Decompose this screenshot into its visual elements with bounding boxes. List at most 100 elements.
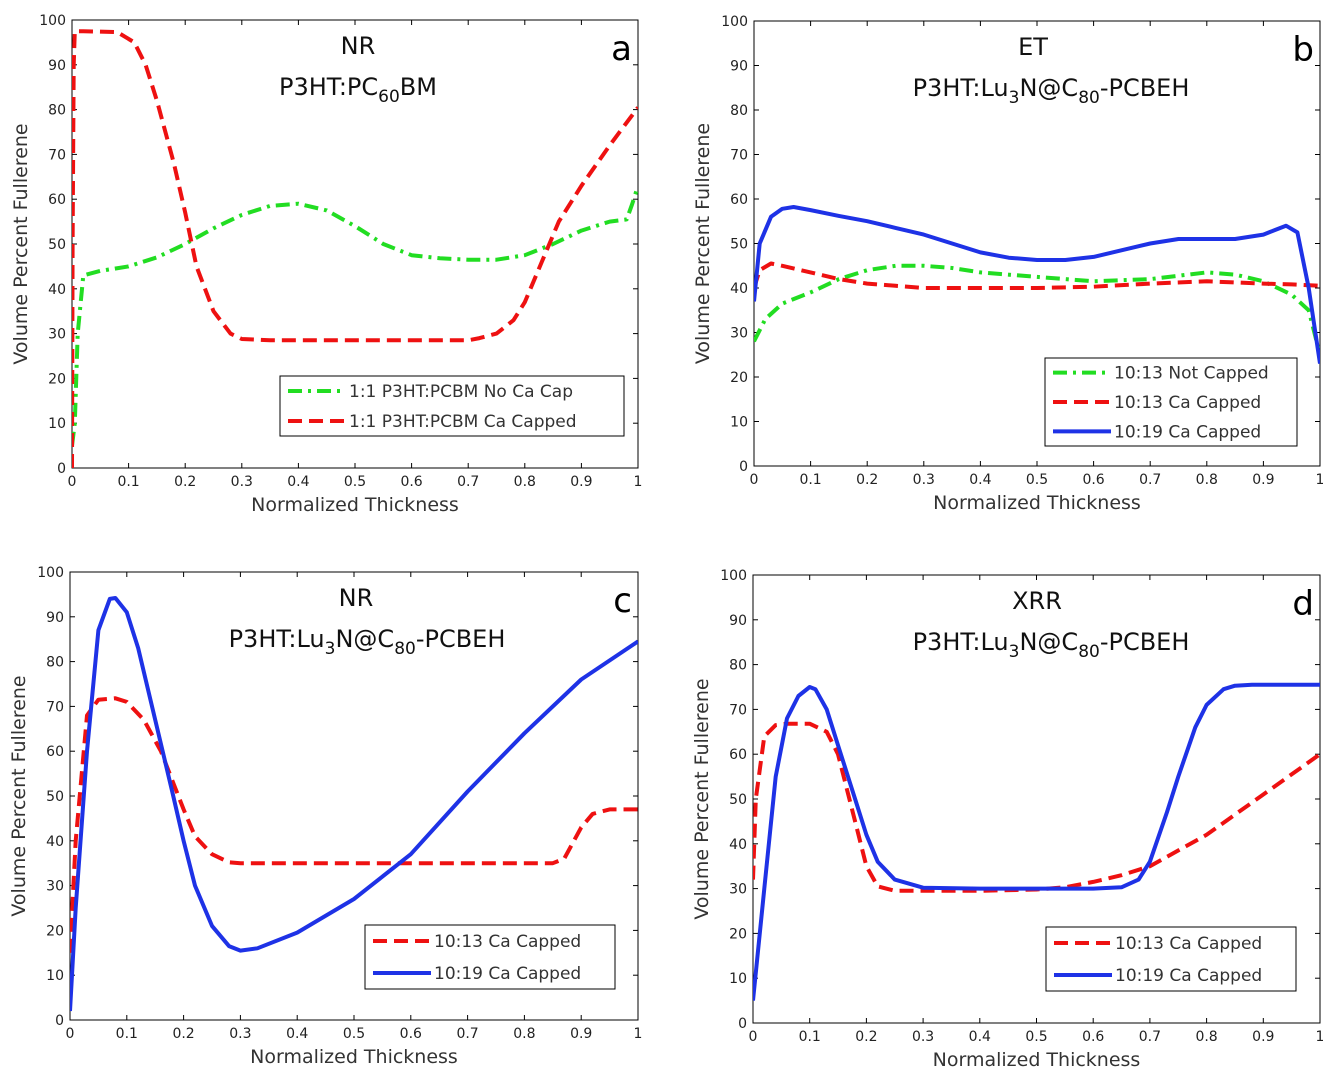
x-tick-label: 0.6	[400, 1026, 422, 1042]
x-tick-label: 1	[1316, 472, 1323, 488]
y-tick-label: 50	[730, 237, 748, 253]
panel-title-line2: P3HT:Lu3N@C80-PCBEH	[913, 628, 1190, 662]
y-axis-label: Volume Percent Fullerene	[8, 675, 30, 916]
y-axis-label: Volume Percent Fullerene	[10, 123, 32, 364]
y-tick-label: 70	[48, 147, 66, 163]
panel-title-line2: P3HT:Lu3N@C80-PCBEH	[229, 625, 506, 659]
x-tick-label: 0.2	[172, 1026, 194, 1042]
y-tick-label: 20	[729, 926, 747, 942]
x-tick-label: 0.8	[513, 1026, 535, 1042]
y-tick-label: 20	[48, 371, 66, 387]
x-tick-label: 0.2	[856, 472, 878, 488]
title-subscript: 80	[394, 639, 416, 659]
x-tick-label: 0.3	[231, 474, 253, 490]
y-tick-label: 40	[48, 282, 66, 298]
x-tick-label: 0.7	[1139, 472, 1161, 488]
x-tick-label: 0.3	[913, 472, 935, 488]
x-tick-label: 0.4	[286, 1026, 308, 1042]
panel-letter: c	[613, 581, 632, 621]
y-tick-label: 0	[55, 1013, 64, 1029]
x-tick-label: 1	[634, 474, 643, 490]
x-tick-label: 0.4	[969, 472, 991, 488]
legend-label: 10:19 Ca Capped	[1114, 422, 1261, 442]
x-tick-label: 0.6	[1082, 472, 1104, 488]
y-tick-label: 50	[48, 237, 66, 253]
title-text: -PCBEH	[416, 625, 506, 653]
title-text: BM	[400, 73, 437, 101]
y-tick-label: 10	[730, 415, 748, 431]
x-tick-label: 0.7	[456, 1026, 478, 1042]
x-tick-label: 0	[749, 1029, 758, 1045]
y-tick-label: 80	[729, 658, 747, 674]
panel-d: 0 0.1 0.2 0.3 0.4 0.5 0.6 0.7 0.8 0.9 101020304050…	[691, 568, 1323, 1071]
legend-label: 10:13 Ca Capped	[434, 932, 581, 952]
x-tick-label: 0.5	[343, 1026, 365, 1042]
series-line-2	[70, 596, 638, 1012]
y-tick-label: 40	[729, 837, 747, 853]
y-tick-label: 70	[730, 148, 748, 164]
y-axis-label: Volume Percent Fullerene	[692, 123, 714, 364]
title-subscript: 3	[1009, 642, 1020, 662]
y-tick-label: 40	[730, 281, 748, 297]
x-tick-label: 0.1	[799, 472, 821, 488]
x-tick-label: 0.5	[1026, 472, 1048, 488]
y-tick-label: 80	[730, 103, 748, 119]
x-tick-label: 0.7	[1139, 1029, 1161, 1045]
title-text: P3HT:Lu	[913, 628, 1009, 656]
x-tick-label: 0.3	[912, 1029, 934, 1045]
y-tick-label: 10	[46, 968, 64, 984]
y-tick-label: 60	[730, 192, 748, 208]
x-tick-label: 0.2	[174, 474, 196, 490]
legend: 10:13 Ca Capped 10:19 Ca Capped	[364, 924, 616, 990]
title-subscript: 80	[1078, 642, 1100, 662]
series-line-2	[753, 682, 1320, 1001]
legend-label: 10:13 Ca Capped	[1114, 393, 1261, 413]
y-tick-label: 80	[48, 103, 66, 119]
legend: 1:1 P3HT:PCBM No Ca Cap 1:1 P3HT:PCBM Ca …	[279, 375, 625, 437]
legend-label: 1:1 P3HT:PCBM Ca Capped	[349, 412, 577, 432]
x-tick-label: 0.9	[570, 474, 592, 490]
x-tick-label: 0.5	[344, 474, 366, 490]
y-tick-label: 0	[738, 1016, 747, 1032]
series-line-3	[754, 205, 1320, 364]
title-text: -PCBEH	[1100, 74, 1190, 102]
legend-label: 10:13 Ca Capped	[1115, 934, 1262, 954]
x-tick-label: 0.7	[457, 474, 479, 490]
legend-box	[1045, 926, 1297, 992]
x-tick-label: 0.9	[1252, 1029, 1274, 1045]
x-tick-label: 0.1	[117, 474, 139, 490]
y-tick-label: 30	[48, 327, 66, 343]
legend: 10:13 Ca Capped 10:19 Ca Capped	[1045, 926, 1297, 992]
y-tick-label: 10	[48, 416, 66, 432]
series-line-2	[72, 29, 638, 469]
y-tick-label: 100	[721, 14, 748, 30]
y-tick-label: 60	[46, 744, 64, 760]
title-subscript: 3	[325, 639, 336, 659]
y-tick-label: 90	[48, 58, 66, 74]
y-tick-label: 40	[46, 834, 64, 850]
title-text: N@C	[335, 625, 394, 653]
legend-box	[279, 375, 625, 437]
x-tick-label: 0.9	[570, 1026, 592, 1042]
title-text: P3HT:Lu	[913, 74, 1009, 102]
x-axis-label: Normalized Thickness	[250, 1046, 458, 1068]
legend-label: 10:13 Not Capped	[1114, 364, 1269, 384]
x-tick-label: 0.6	[1082, 1029, 1104, 1045]
legend-label: 1:1 P3HT:PCBM No Ca Cap	[349, 382, 573, 402]
panel-a: 0 0.1 0.2 0.3 0.4 0.5 0.6 0.7 0.8 0.9 101020304050…	[10, 13, 642, 516]
x-axis-label: Normalized Thickness	[933, 492, 1141, 514]
y-tick-label: 100	[39, 13, 66, 29]
x-tick-label: 0.1	[799, 1029, 821, 1045]
y-tick-label: 20	[46, 923, 64, 939]
y-tick-label: 30	[729, 882, 747, 898]
x-tick-label: 0.2	[855, 1029, 877, 1045]
title-subscript: 60	[378, 87, 400, 107]
y-tick-label: 60	[729, 747, 747, 763]
series-line-1	[753, 721, 1320, 893]
title-text: -PCBEH	[1100, 628, 1190, 656]
y-tick-label: 70	[46, 699, 64, 715]
y-tick-label: 80	[46, 655, 64, 671]
series-line-2	[754, 261, 1320, 290]
series-line-1	[72, 185, 638, 446]
